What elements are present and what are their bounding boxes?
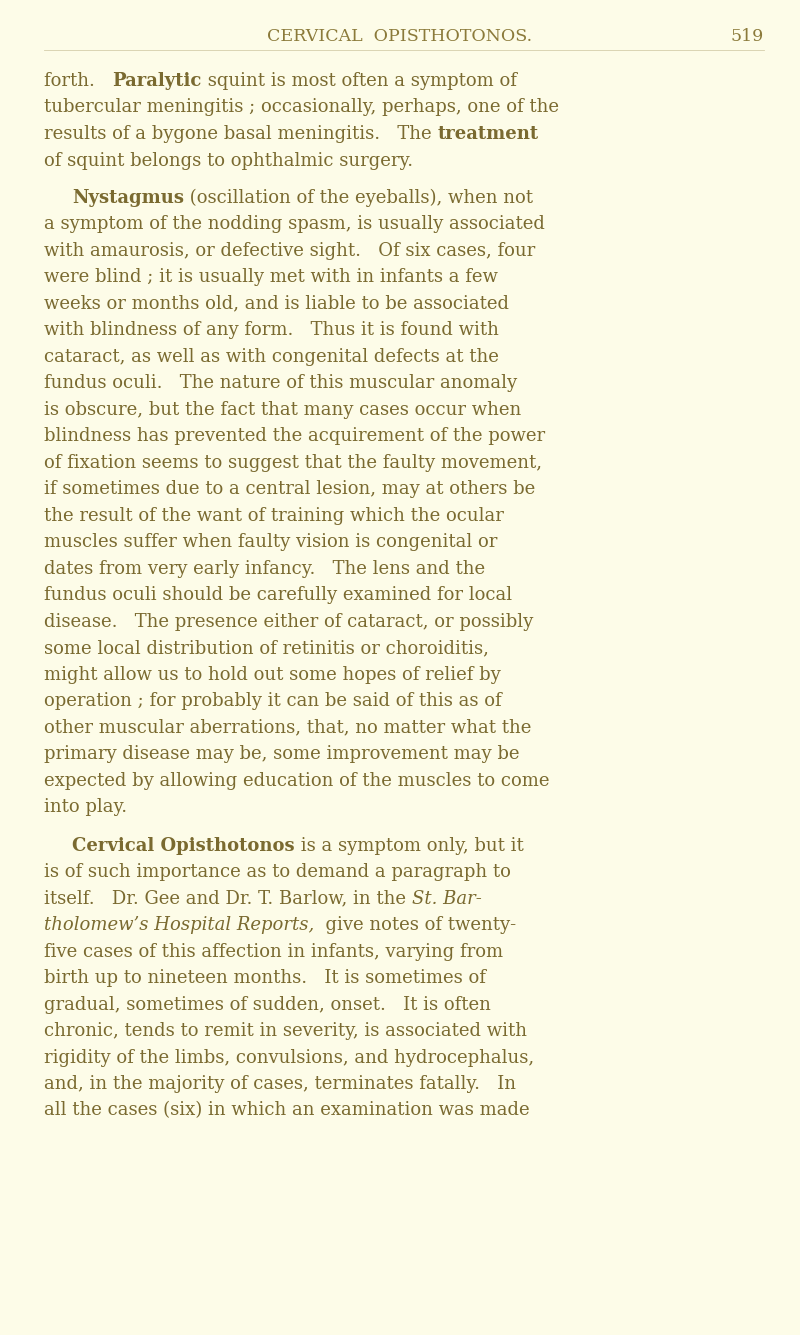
Text: 519: 519 — [730, 28, 764, 45]
Text: with blindness of any form.   Thus it is found with: with blindness of any form. Thus it is f… — [44, 322, 499, 339]
Text: weeks or months old, and is liable to be associated: weeks or months old, and is liable to be… — [44, 295, 509, 312]
Text: muscles suffer when faulty vision is congenital or: muscles suffer when faulty vision is con… — [44, 533, 498, 551]
Text: blindness has prevented the acquirement of the power: blindness has prevented the acquirement … — [44, 427, 545, 445]
Text: were blind ; it is usually met with in infants a few: were blind ; it is usually met with in i… — [44, 268, 498, 286]
Text: birth up to nineteen months.   It is sometimes of: birth up to nineteen months. It is somet… — [44, 969, 486, 987]
Text: into play.: into play. — [44, 798, 127, 816]
Text: St. Bar-: St. Bar- — [412, 889, 482, 908]
Text: give notes of twenty-: give notes of twenty- — [314, 916, 516, 934]
Text: of squint belongs to ophthalmic surgery.: of squint belongs to ophthalmic surgery. — [44, 151, 413, 170]
Text: squint is most often a symptom of: squint is most often a symptom of — [202, 72, 516, 89]
Text: Nystagmus: Nystagmus — [72, 188, 184, 207]
Text: CERVICAL  OPISTHOTONOS.: CERVICAL OPISTHOTONOS. — [267, 28, 533, 45]
Text: might allow us to hold out some hopes of relief by: might allow us to hold out some hopes of… — [44, 666, 501, 684]
Text: primary disease may be, some improvement may be: primary disease may be, some improvement… — [44, 745, 519, 764]
Text: (oscillation of the eyeballs), when not: (oscillation of the eyeballs), when not — [184, 188, 533, 207]
Text: rigidity of the limbs, convulsions, and hydrocephalus,: rigidity of the limbs, convulsions, and … — [44, 1048, 534, 1067]
Text: cataract, as well as with congenital defects at the: cataract, as well as with congenital def… — [44, 347, 499, 366]
Text: dates from very early infancy.   The lens and the: dates from very early infancy. The lens … — [44, 559, 485, 578]
Text: itself.   Dr. Gee and Dr. T. Barlow, in the: itself. Dr. Gee and Dr. T. Barlow, in th… — [44, 889, 412, 908]
Text: operation ; for probably it can be said of this as of: operation ; for probably it can be said … — [44, 692, 502, 710]
Text: tholomew’s Hospital Reports,: tholomew’s Hospital Reports, — [44, 916, 314, 934]
Text: of fixation seems to suggest that the faulty movement,: of fixation seems to suggest that the fa… — [44, 454, 542, 471]
Text: tubercular meningitis ; occasionally, perhaps, one of the: tubercular meningitis ; occasionally, pe… — [44, 99, 559, 116]
Text: is of such importance as to demand a paragraph to: is of such importance as to demand a par… — [44, 862, 511, 881]
Text: results of a bygone basal meningitis.   The: results of a bygone basal meningitis. Th… — [44, 125, 438, 143]
Text: if sometimes due to a central lesion, may at others be: if sometimes due to a central lesion, ma… — [44, 481, 535, 498]
Text: forth.: forth. — [44, 72, 112, 89]
Text: fundus oculi should be carefully examined for local: fundus oculi should be carefully examine… — [44, 586, 512, 605]
Text: the result of the want of training which the ocular: the result of the want of training which… — [44, 506, 504, 525]
Text: and, in the majority of cases, terminates fatally.   In: and, in the majority of cases, terminate… — [44, 1075, 516, 1093]
Text: other muscular aberrations, that, no matter what the: other muscular aberrations, that, no mat… — [44, 718, 531, 737]
Text: Paralytic: Paralytic — [112, 72, 202, 89]
Text: some local distribution of retinitis or choroiditis,: some local distribution of retinitis or … — [44, 639, 489, 657]
Text: disease.   The presence either of cataract, or possibly: disease. The presence either of cataract… — [44, 613, 534, 630]
Text: treatment: treatment — [438, 125, 538, 143]
Text: is a symptom only, but it: is a symptom only, but it — [294, 837, 523, 854]
Text: with amaurosis, or defective sight.   Of six cases, four: with amaurosis, or defective sight. Of s… — [44, 242, 535, 259]
Text: Cervical Opisthotonos: Cervical Opisthotonos — [72, 837, 294, 854]
Text: fundus oculi.   The nature of this muscular anomaly: fundus oculi. The nature of this muscula… — [44, 374, 517, 392]
Text: is obscure, but the fact that many cases occur when: is obscure, but the fact that many cases… — [44, 400, 522, 419]
Text: expected by allowing education of the muscles to come: expected by allowing education of the mu… — [44, 772, 550, 789]
Text: a symptom of the nodding spasm, is usually associated: a symptom of the nodding spasm, is usual… — [44, 215, 545, 234]
Text: all the cases (six) in which an examination was made: all the cases (six) in which an examinat… — [44, 1101, 530, 1120]
Text: gradual, sometimes of sudden, onset.   It is often: gradual, sometimes of sudden, onset. It … — [44, 996, 491, 1013]
Text: five cases of this affection in infants, varying from: five cases of this affection in infants,… — [44, 943, 503, 960]
Text: chronic, tends to remit in severity, is associated with: chronic, tends to remit in severity, is … — [44, 1023, 527, 1040]
